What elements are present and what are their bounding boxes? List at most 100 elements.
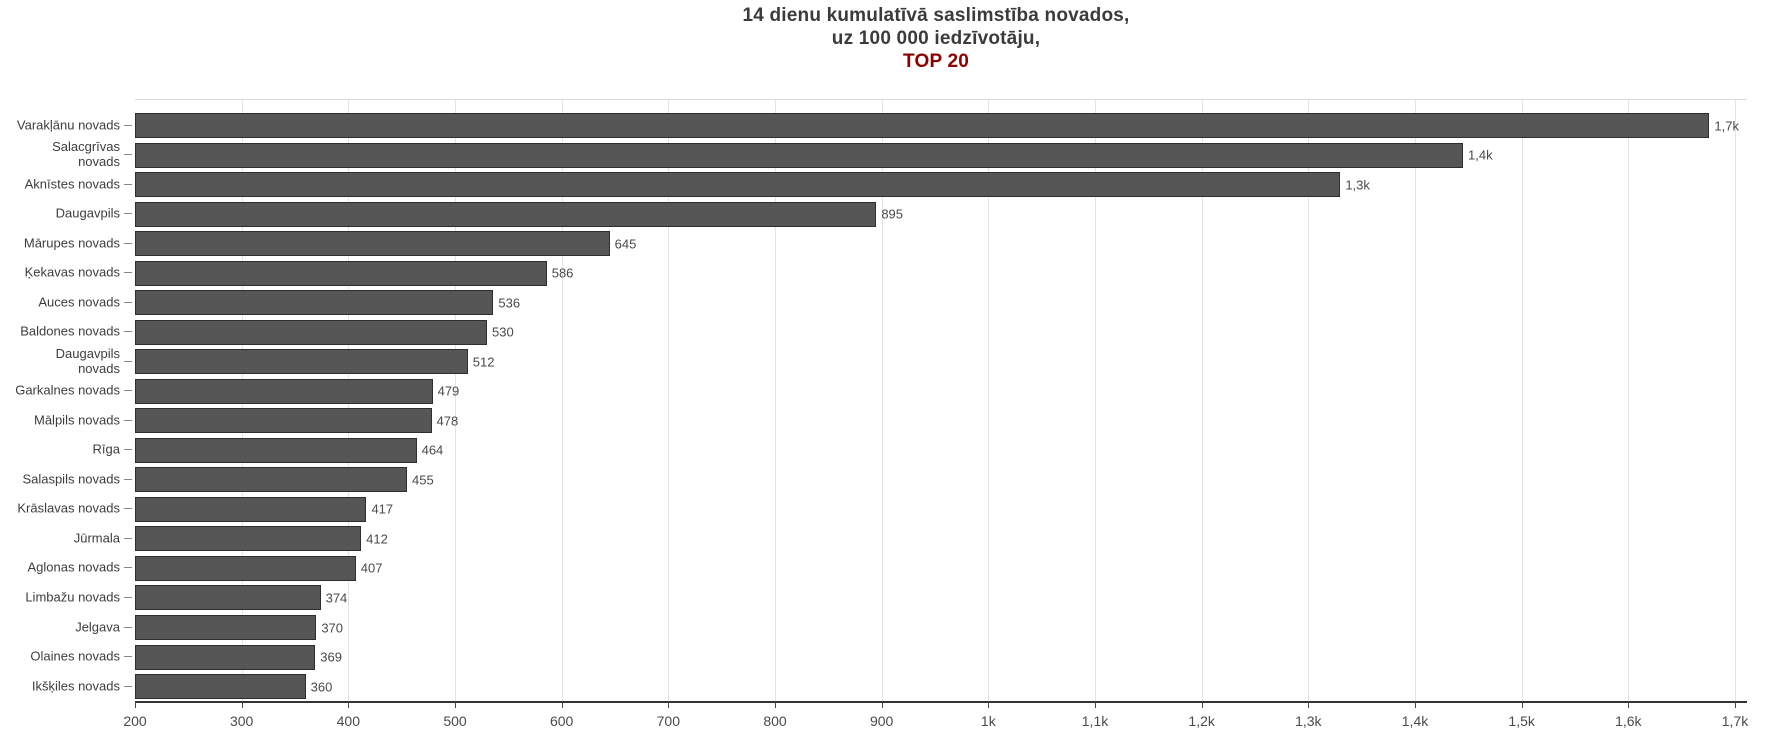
x-axis-tick-label: 1,1k xyxy=(1081,713,1109,729)
category-label: Jelgava xyxy=(75,619,120,634)
bar xyxy=(135,496,367,522)
bar-value-label: 407 xyxy=(360,560,383,576)
category-tick-mark xyxy=(124,242,132,244)
x-axis-tick-label: 400 xyxy=(336,713,361,729)
bar xyxy=(135,349,468,375)
bar xyxy=(135,644,316,670)
category-tick-mark xyxy=(124,331,132,333)
gridline xyxy=(1308,100,1310,701)
bar-value-label: 455 xyxy=(412,472,434,488)
category-label: Krāslavas novads xyxy=(17,500,120,516)
gridline xyxy=(455,100,456,701)
bar xyxy=(135,615,317,640)
x-axis-tick-mark xyxy=(881,702,883,708)
x-axis-tick-mark xyxy=(348,702,350,708)
category-label: Mārupes novads xyxy=(23,235,120,251)
x-axis-tick-label: 1,2k xyxy=(1188,713,1215,729)
chart-title: 14 dienu kumulatīvā saslimstība novados,… xyxy=(336,4,1536,73)
bar-value-label: 464 xyxy=(421,442,444,458)
category-label: Daugavpils xyxy=(55,205,120,221)
x-axis-tick-label: 1k xyxy=(980,713,996,729)
category-label: Ķekavas novads xyxy=(24,264,120,280)
category-tick-mark xyxy=(124,124,132,126)
bar xyxy=(135,113,1710,138)
bar-value-label: 536 xyxy=(498,295,521,311)
bar xyxy=(135,526,362,552)
category-label: Baldones novads xyxy=(20,323,120,339)
x-axis-tick-mark xyxy=(135,702,136,708)
category-tick-mark xyxy=(124,301,132,303)
bar xyxy=(135,437,417,463)
x-axis-tick-mark xyxy=(1308,702,1310,708)
category-label: Olaines novads xyxy=(30,648,120,664)
category-label: Rīga xyxy=(92,441,120,457)
x-axis-tick-label: 200 xyxy=(123,713,147,729)
bar xyxy=(135,231,610,257)
x-axis-tick-label: 1,5k xyxy=(1508,713,1535,729)
bar-value-label: 645 xyxy=(614,236,637,252)
x-axis-tick-mark xyxy=(668,702,670,708)
category-label: Daugavpils novads xyxy=(55,345,120,376)
bar xyxy=(135,408,432,434)
bar-value-label: 478 xyxy=(436,413,459,429)
bar-value-label: 479 xyxy=(437,383,460,399)
category-tick-mark xyxy=(124,183,132,185)
category-label: Limbažu novads xyxy=(25,589,120,605)
x-axis-tick-mark xyxy=(1095,702,1096,708)
category-tick-mark xyxy=(124,390,132,392)
bar xyxy=(135,290,494,316)
gridline xyxy=(1415,100,1416,701)
bar xyxy=(135,201,877,227)
bar xyxy=(135,378,433,404)
category-label: Salaspils novads xyxy=(22,471,120,487)
x-axis-tick-mark xyxy=(1521,702,1523,708)
category-tick-mark xyxy=(124,626,132,628)
bar xyxy=(135,555,356,581)
x-axis-tick-label: 1,6k xyxy=(1615,713,1642,729)
gridline xyxy=(775,100,776,701)
x-axis-tick-mark xyxy=(1201,702,1203,708)
x-axis-tick-label: 1,7k xyxy=(1721,713,1749,729)
bar-value-label: 1,7k xyxy=(1714,118,1739,133)
category-label: Jūrmala xyxy=(73,530,120,546)
gridline xyxy=(1521,100,1523,701)
bar xyxy=(135,172,1341,198)
bar-value-label: 369 xyxy=(320,649,342,665)
x-axis-tick-mark xyxy=(1735,702,1736,708)
category-label: Varakļānu novads xyxy=(16,117,120,132)
gridline xyxy=(1201,100,1203,701)
bar-value-label: 530 xyxy=(492,324,514,340)
x-axis-tick-mark xyxy=(1628,702,1630,708)
gridline xyxy=(668,100,670,701)
bar-value-label: 360 xyxy=(310,679,333,695)
bar-value-label: 895 xyxy=(881,206,904,222)
category-label: Aglonas novads xyxy=(27,559,120,575)
bar-value-label: 1,4k xyxy=(1468,147,1493,163)
category-tick-mark xyxy=(124,154,132,156)
category-tick-mark xyxy=(124,596,132,598)
bar xyxy=(135,319,487,345)
bar xyxy=(135,585,321,611)
x-axis-tick-label: 300 xyxy=(229,713,254,729)
x-axis-tick-label: 1,3k xyxy=(1295,713,1322,729)
x-axis-tick-label: 900 xyxy=(869,713,894,729)
bar-value-label: 412 xyxy=(366,531,388,547)
category-tick-mark xyxy=(124,272,132,274)
category-tick-mark xyxy=(124,449,132,451)
x-axis-tick-label: 500 xyxy=(443,713,467,729)
category-label: Ikšķiles novads xyxy=(31,678,120,694)
bar-value-label: 1,3k xyxy=(1345,177,1370,193)
x-axis-tick-label: 1,4k xyxy=(1401,713,1429,729)
bar-value-label: 370 xyxy=(321,620,344,635)
x-axis-tick-label: 800 xyxy=(763,713,787,729)
x-axis-tick-mark xyxy=(561,702,563,708)
bar xyxy=(135,467,407,493)
bar xyxy=(135,260,547,286)
plot-area: 1,7k 1,4k 1,3k 895 645 586 536 530 512 479 478 464 4… xyxy=(135,99,1747,703)
category-tick-mark xyxy=(124,537,132,539)
bar-value-label: 586 xyxy=(551,265,574,281)
gridline xyxy=(1628,100,1630,701)
category-tick-mark xyxy=(124,656,132,658)
bar xyxy=(135,142,1463,168)
